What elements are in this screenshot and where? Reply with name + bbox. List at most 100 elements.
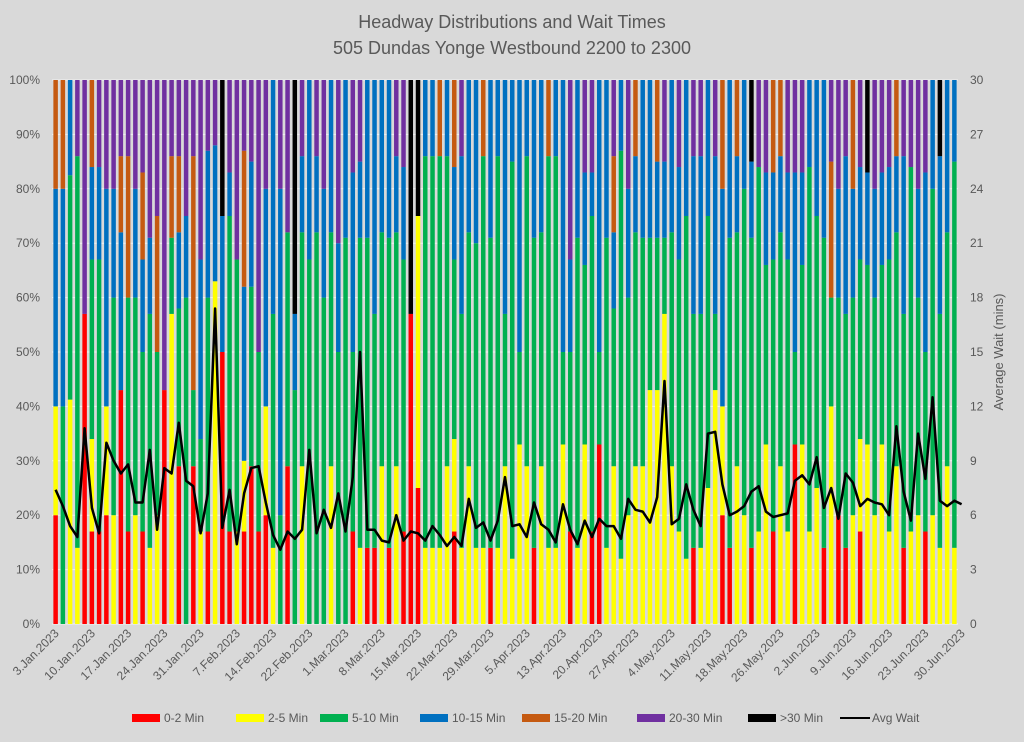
bar-segment-10-15-min: [488, 80, 493, 238]
bar-segment-2-5-min: [234, 531, 240, 624]
bar-segment-0-2-min: [821, 547, 827, 624]
bar-segment-5-10-min: [618, 150, 624, 559]
y-tick-label: 100%: [9, 73, 40, 87]
bar-segment-15-20-min: [241, 150, 247, 287]
bar-segment-2-5-min: [604, 547, 609, 624]
bar-segment-10-15-min: [618, 80, 624, 151]
bar-segment-2-5-min: [582, 444, 587, 624]
bar-segment-5-10-min: [437, 156, 443, 548]
bar-segment-2-5-min: [538, 466, 544, 624]
bar-segment-15-20-min: [633, 80, 638, 157]
bar-segment-20-30-min: [582, 80, 587, 173]
bar-segment-15-20-min: [720, 80, 725, 189]
bar-segment-10-15-min: [386, 80, 392, 238]
bar-segment-0-2-min: [241, 531, 247, 624]
bar-segment-20-30-min: [756, 80, 761, 168]
bar-segment-10-15-min: [596, 80, 602, 352]
bar-segment-5-10-min: [705, 216, 711, 488]
y2-tick-label: 15: [970, 345, 984, 359]
bar-segment-10-15-min: [654, 161, 660, 238]
bar-segment--30-min: [220, 80, 225, 216]
bar-segment-5-10-min: [299, 232, 305, 467]
bar-segment-10-15-min: [553, 80, 558, 157]
bar-series: [53, 80, 957, 624]
bar-segment-10-15-min: [531, 80, 537, 238]
bar-segment-10-15-min: [394, 156, 399, 233]
bar-segment-0-2-min: [857, 531, 863, 624]
bar-segment-5-10-min: [191, 390, 196, 467]
bar-segment-2-5-min: [154, 515, 160, 624]
bar-segment-10-15-min: [147, 237, 153, 314]
legend-label: 0-2 Min: [164, 711, 204, 725]
bar-segment-5-10-min: [67, 175, 73, 400]
legend-label: 5-10 Min: [352, 711, 399, 725]
bar-segment-2-5-min: [915, 515, 921, 624]
bar-segment-2-5-min: [698, 547, 703, 624]
bar-segment-2-5-min: [379, 466, 385, 624]
bar-segment-2-5-min: [705, 488, 711, 624]
bar-segment-5-10-min: [350, 352, 356, 532]
bar-segment-2-5-min: [415, 216, 421, 488]
bar-segment-2-5-min: [75, 547, 80, 624]
bar-segment-5-10-min: [865, 264, 870, 445]
bar-segment-20-30-min: [792, 80, 798, 173]
bar-segment-2-5-min: [328, 466, 334, 624]
bar-segment-5-10-min: [640, 237, 645, 467]
legend-swatch: [236, 714, 264, 722]
bar-segment-5-10-min: [96, 259, 102, 532]
bar-segment-2-5-min: [872, 515, 877, 624]
bar-segment-5-10-min: [481, 156, 486, 548]
bar-segment-10-15-min: [647, 80, 653, 238]
bar-segment-0-2-min: [89, 531, 95, 624]
bar-segment-2-5-min: [104, 406, 109, 516]
bar-segment-10-15-min: [691, 156, 696, 314]
bar-segment-10-15-min: [604, 80, 609, 238]
y-tick-label: 0%: [23, 617, 41, 631]
bar-segment-20-30-min: [698, 80, 703, 157]
bar-segment-10-15-min: [53, 188, 58, 407]
bar-segment-5-10-min: [292, 390, 298, 624]
bar-segment-15-20-min: [481, 80, 486, 157]
bar-segment-20-30-min: [321, 80, 327, 189]
bar-segment-5-10-min: [314, 232, 319, 624]
bar-segment-15-20-min: [770, 80, 776, 173]
bar-segment-20-30-min: [879, 80, 885, 173]
bar-segment-0-2-min: [162, 390, 167, 624]
bar-segment-5-10-min: [727, 237, 732, 548]
bar-segment-5-10-min: [923, 352, 928, 532]
bar-segment-5-10-min: [394, 232, 399, 467]
bar-segment-2-5-min: [647, 390, 653, 624]
bar-segment-0-2-min: [691, 547, 696, 624]
bar-segment-0-2-min: [125, 531, 131, 624]
bar-segment-2-5-min: [814, 488, 819, 624]
bar-segment-20-30-min: [394, 80, 399, 157]
bar-segment-10-15-min: [379, 80, 385, 233]
bar-segment-15-20-min: [778, 80, 783, 157]
bar-segment-2-5-min: [553, 547, 558, 624]
y-tick-label: 90%: [16, 127, 40, 141]
y-axis-right: 0 3 6 9 12 15 18 21 24 27 30: [970, 73, 984, 631]
bar-segment-20-30-min: [763, 80, 769, 173]
bar-segment-5-10-min: [807, 167, 812, 532]
bar-segment-5-10-min: [452, 259, 457, 440]
bar-segment-2-5-min: [546, 547, 551, 624]
bar-segment-20-30-min: [249, 80, 254, 162]
bar-segment-0-2-min: [285, 466, 290, 624]
bar-segment-2-5-min: [886, 531, 892, 624]
bar-segment-5-10-min: [604, 237, 609, 548]
bar-segment-5-10-min: [567, 352, 573, 532]
y-tick-label: 60%: [16, 291, 40, 305]
bar-segment-5-10-min: [495, 156, 500, 548]
bar-segment-2-5-min: [734, 466, 740, 624]
bar-segment-10-15-min: [133, 188, 138, 298]
bar-segment-10-15-min: [430, 80, 435, 157]
bar-segment-0-2-min: [720, 515, 725, 624]
bar-segment-5-10-min: [814, 216, 819, 488]
bar-segment-15-20-min: [546, 80, 551, 157]
bar-segment-0-2-min: [415, 488, 421, 624]
y-tick-label: 50%: [16, 345, 40, 359]
bar-segment-0-2-min: [589, 531, 595, 624]
bar-segment-15-20-min: [169, 156, 174, 238]
bar-segment-20-30-min: [908, 80, 914, 168]
bar-segment-5-10-min: [778, 232, 783, 467]
